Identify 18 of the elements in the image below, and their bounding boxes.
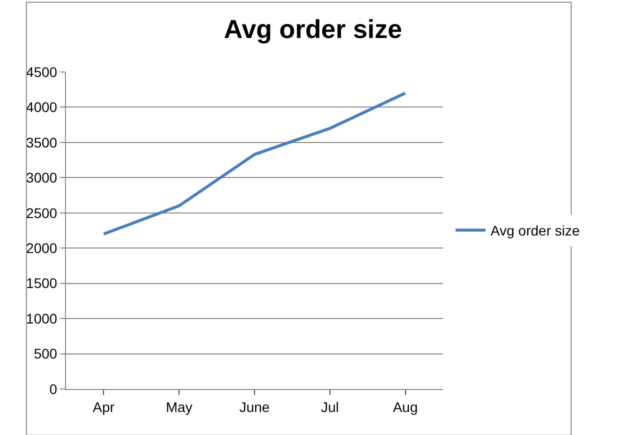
x-tick-label: Aug [392, 398, 418, 415]
y-tick-label: 1000 [26, 310, 58, 326]
x-tick-label: June [239, 398, 270, 415]
y-tick-label: 3000 [26, 170, 58, 186]
chart-title: Avg order size [224, 14, 402, 44]
y-tick-label: 1500 [26, 275, 58, 292]
line-series [102, 92, 407, 236]
y-tick-label: 2500 [26, 204, 58, 221]
y-tick-label: 0 [49, 380, 58, 397]
x-tick-label: May [166, 398, 192, 415]
y-tick-label: 4500 [26, 64, 58, 80]
y-tick-label: 2000 [26, 240, 58, 256]
y-tick-label: 4000 [26, 99, 58, 116]
y-tick-label: 3500 [26, 134, 58, 150]
legend-label: Avg order size [490, 222, 580, 239]
y-tick-label: 500 [34, 346, 58, 362]
x-tick-label: Apr [92, 398, 115, 415]
x-tick-label: Jul [320, 398, 339, 415]
